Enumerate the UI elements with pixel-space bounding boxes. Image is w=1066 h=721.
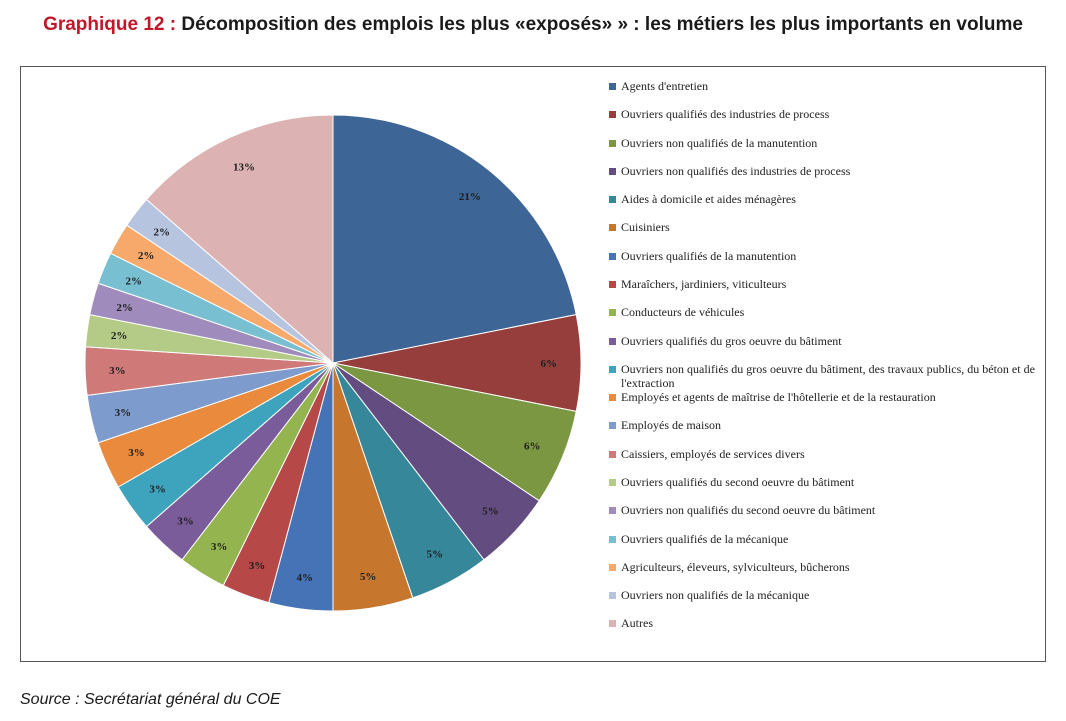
legend-swatch: [609, 451, 616, 458]
slice-value-label-5: 5%: [426, 548, 443, 560]
legend-swatch: [609, 479, 616, 486]
legend-swatch: [609, 111, 616, 118]
slice-value-label-4: 5%: [482, 506, 499, 518]
legend-item: Ouvriers non qualifiés des industries de…: [609, 164, 1039, 178]
legend-label: Agents d'entretien: [621, 79, 709, 93]
pie-chart: 21% 6% 6% 5% 5% 5% 4% 3% 3% 3% 3% 3% 3% 3% 2% 2% 2% 2% 2% 1…: [84, 114, 582, 612]
legend-label: Ouvriers non qualifiés du gros oeuvre du…: [621, 362, 1035, 390]
legend-label: Employés de maison: [621, 418, 721, 432]
chart-title-text: Décomposition des emplois les plus «expo…: [181, 14, 1023, 35]
slice-value-label-8: 3%: [249, 560, 266, 572]
slice-value-label-18: 2%: [138, 250, 155, 262]
legend-swatch: [609, 592, 616, 599]
slice-value-label-20: 13%: [233, 162, 255, 174]
legend-item: Ouvriers qualifiés de la mécanique: [609, 532, 1039, 546]
legend-swatch: [609, 620, 616, 627]
legend-swatch: [609, 83, 616, 90]
legend-item: Autres: [609, 616, 1039, 630]
legend-item: Ouvriers qualifiés des industries de pro…: [609, 107, 1039, 121]
legend-swatch: [609, 394, 616, 401]
legend-item: Ouvriers qualifiés de la manutention: [609, 249, 1039, 263]
legend-label: Ouvriers non qualifiés de la manutention: [621, 136, 818, 150]
slice-value-label-19: 2%: [154, 227, 171, 239]
legend-item: Employés et agents de maîtrise de l'hôte…: [609, 390, 1039, 404]
slice-value-label-10: 3%: [177, 516, 194, 528]
chart-title-prefix: Graphique 12 :: [43, 14, 177, 35]
slice-value-label-15: 2%: [111, 330, 128, 342]
legend-item: Conducteurs de véhicules: [609, 305, 1039, 319]
legend-label: Autres: [621, 616, 653, 630]
legend-swatch: [609, 168, 616, 175]
legend-item: Ouvriers non qualifiés de la mécanique: [609, 588, 1039, 602]
chart-title: Graphique 12 : Décomposition des emplois…: [0, 14, 1066, 36]
slice-value-label-13: 3%: [115, 407, 131, 419]
slice-value-label-1: 21%: [459, 191, 481, 203]
legend-label: Aides à domicile et aides ménagères: [621, 192, 796, 206]
legend-label: Ouvriers qualifiés de la manutention: [621, 249, 797, 263]
legend-label: Ouvriers qualifiés de la mécanique: [621, 532, 789, 546]
legend-item: Maraîchers, jardiniers, viticulteurs: [609, 277, 1039, 291]
legend-swatch: [609, 422, 616, 429]
pie-slice-1: [332, 114, 577, 364]
legend-swatch: [609, 196, 616, 203]
legend-item: Cuisiniers: [609, 220, 1039, 234]
legend-item: Employés de maison: [609, 418, 1039, 432]
slice-value-label-2: 6%: [541, 358, 558, 370]
legend-swatch: [609, 281, 616, 288]
legend-item: Agriculteurs, éleveurs, sylviculteurs, b…: [609, 560, 1039, 574]
legend-swatch: [609, 536, 616, 543]
slice-value-label-7: 4%: [297, 572, 314, 584]
legend-item: Ouvriers qualifiés du gros oeuvre du bât…: [609, 334, 1039, 348]
slice-value-label-6: 5%: [360, 571, 377, 583]
legend-label: Ouvriers qualifiés du second oeuvre du b…: [621, 475, 855, 489]
legend-swatch: [609, 140, 616, 147]
legend-item: Ouvriers qualifiés du second oeuvre du b…: [609, 475, 1039, 489]
slice-value-label-3: 6%: [524, 441, 541, 453]
legend-item: Ouvriers non qualifiés du gros oeuvre du…: [609, 362, 1039, 390]
legend-label: Ouvriers non qualifiés de la mécanique: [621, 588, 810, 602]
legend-swatch: [609, 366, 616, 373]
slice-value-label-16: 2%: [116, 302, 133, 314]
slice-value-label-11: 3%: [149, 484, 166, 496]
legend-label: Ouvriers qualifiés du gros oeuvre du bât…: [621, 334, 842, 348]
legend-item: Ouvriers non qualifiés de la manutention: [609, 136, 1039, 150]
legend-label: Cuisiniers: [621, 220, 670, 234]
legend-item: Agents d'entretien: [609, 79, 1039, 93]
legend-label: Ouvriers qualifiés des industries de pro…: [621, 107, 830, 121]
legend-swatch: [609, 253, 616, 260]
legend-label: Conducteurs de véhicules: [621, 305, 745, 319]
legend-label: Ouvriers non qualifiés des industries de…: [621, 164, 851, 178]
slice-value-label-9: 3%: [211, 541, 228, 553]
slice-value-label-17: 2%: [125, 275, 142, 287]
chart-frame: 21% 6% 6% 5% 5% 5% 4% 3% 3% 3% 3% 3% 3% 3% 2% 2% 2% 2% 2% 1…: [20, 66, 1046, 662]
legend-label: Ouvriers non qualifiés du second oeuvre …: [621, 503, 876, 517]
legend-label: Caissiers, employés de services divers: [621, 447, 805, 461]
legend-swatch: [609, 564, 616, 571]
legend-label: Employés et agents de maîtrise de l'hôte…: [621, 390, 936, 404]
slice-value-label-14: 3%: [109, 365, 126, 377]
pie-slice-20: [145, 114, 334, 365]
legend-swatch: [609, 309, 616, 316]
source-note: Source : Secrétariat général du COE: [20, 691, 281, 708]
legend-swatch: [609, 507, 616, 514]
legend-item: Caissiers, employés de services divers: [609, 447, 1039, 461]
slice-value-label-12: 3%: [128, 447, 145, 459]
legend-item: Ouvriers non qualifiés du second oeuvre …: [609, 503, 1039, 517]
legend-swatch: [609, 338, 616, 345]
legend-label: Maraîchers, jardiniers, viticulteurs: [621, 277, 787, 291]
legend-item: Aides à domicile et aides ménagères: [609, 192, 1039, 206]
legend-swatch: [609, 224, 616, 231]
legend-label: Agriculteurs, éleveurs, sylviculteurs, b…: [621, 560, 850, 574]
